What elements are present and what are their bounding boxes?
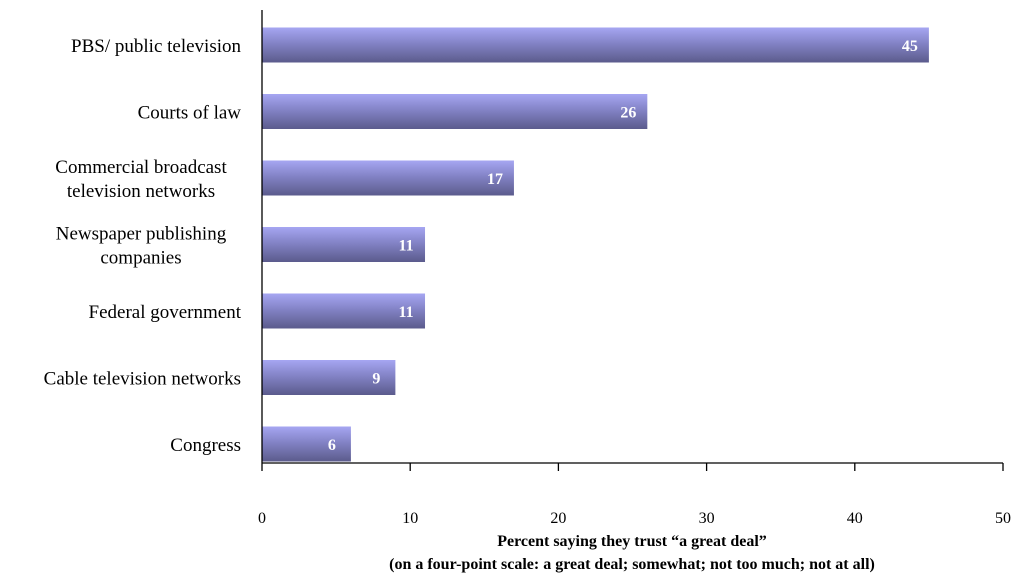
x-tick-label-0: 0 — [258, 510, 266, 527]
bar-value-label-1: 26 — [620, 105, 636, 122]
bar-2 — [262, 160, 514, 196]
bar-5 — [262, 360, 396, 395]
x-axis-title-line2: (on a four-point scale: a great deal; so… — [389, 556, 875, 573]
category-label-1: Courts of law — [138, 103, 242, 124]
bar-value-label-3: 11 — [398, 238, 413, 255]
category-label-2-line-1: television networks — [67, 181, 215, 202]
x-ticks: 0 10 20 30 40 50 — [258, 463, 1011, 527]
x-tick-label-2: 20 — [550, 510, 566, 527]
bar-1 — [262, 94, 648, 129]
category-label-3-line-0: Newspaper publishing — [56, 224, 227, 245]
bar-value-label-5: 9 — [372, 371, 380, 388]
category-label-6: Congress — [170, 435, 241, 456]
x-tick-label-3: 30 — [699, 510, 715, 527]
category-label-2-line-0: Commercial broadcast — [55, 157, 227, 178]
bar-3 — [262, 227, 426, 262]
x-tick-label-1: 10 — [402, 510, 418, 527]
category-labels: PBS/ public television Courts of law Comme… — [44, 36, 242, 456]
x-axis-title-line1: Percent saying they trust “a great deal” — [497, 533, 767, 550]
category-label-4: Federal government — [89, 302, 242, 323]
bar-6 — [262, 426, 351, 462]
category-label-5: Cable television networks — [44, 369, 241, 390]
x-tick-label-4: 40 — [847, 510, 863, 527]
bar-value-label-0: 45 — [902, 38, 918, 55]
category-label-0: PBS/ public television — [71, 36, 241, 57]
bar-value-label-4: 11 — [398, 304, 413, 321]
bars-group: 45 26 17 11 11 9 6 — [262, 27, 929, 462]
bar-value-label-6: 6 — [328, 437, 336, 454]
bar-4 — [262, 293, 426, 329]
bar-value-label-2: 17 — [487, 171, 503, 188]
axes-group — [261, 10, 1003, 464]
category-label-3-line-1: companies — [100, 248, 181, 269]
bar-0 — [262, 27, 929, 63]
x-tick-label-5: 50 — [995, 510, 1011, 527]
